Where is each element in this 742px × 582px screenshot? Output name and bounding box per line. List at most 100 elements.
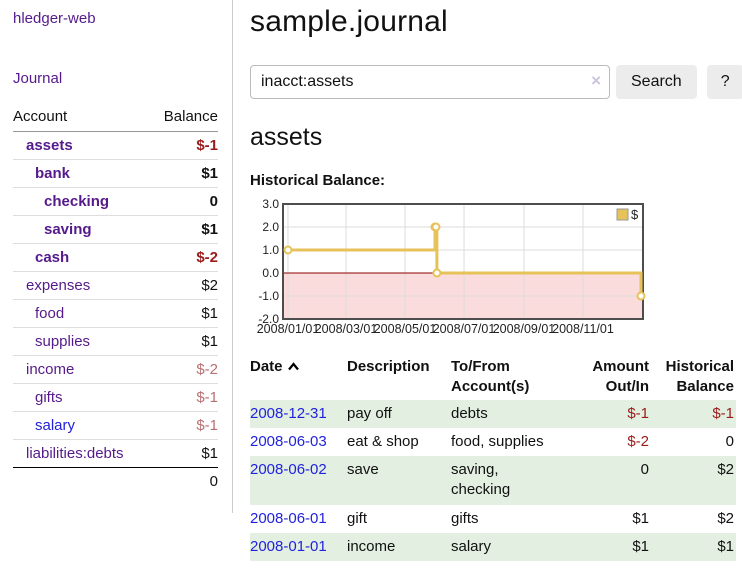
account-balance: $1 — [150, 159, 218, 188]
search-input[interactable] — [250, 65, 610, 99]
sidebar-account-link[interactable]: salary — [35, 417, 76, 434]
account-row: gifts $-1 — [13, 383, 218, 412]
transaction-amount: 0 — [640, 461, 649, 478]
transaction-date-link[interactable]: 2008-06-02 — [250, 461, 327, 478]
search-bar: × Search ? — [250, 65, 742, 99]
sidebar-account-link[interactable]: liabilities:debts — [26, 445, 124, 462]
transaction-date-link[interactable]: 2008-06-03 — [250, 432, 327, 450]
chart-border — [282, 203, 644, 320]
transaction-description: save — [347, 461, 379, 478]
sidebar-account-link[interactable]: food — [35, 305, 65, 322]
accounts-header-balance: Balance — [150, 104, 218, 132]
account-row: salary $-1 — [13, 411, 218, 440]
transaction-description: income — [347, 537, 396, 555]
transaction-accounts: debts — [451, 404, 488, 422]
transaction-amount: $1 — [632, 537, 649, 555]
chart-title: Historical Balance: — [250, 172, 386, 189]
sidebar-account-link[interactable]: income — [26, 361, 75, 378]
account-balance: $-1 — [196, 137, 218, 154]
account-row: liabilities:debts $1 — [13, 439, 218, 468]
svg-text:-2.0: -2.0 — [258, 312, 279, 326]
svg-text:2.0: 2.0 — [262, 220, 279, 234]
accounts-total-row: 0 — [13, 467, 218, 495]
register-row: 2008-06-02 save saving, checking 0 $2 — [250, 456, 736, 505]
account-balance: $2 — [150, 271, 218, 300]
brand-link[interactable]: hledger-web — [13, 10, 96, 27]
sidebar: hledger-web Journal Account Balance asse… — [0, 0, 233, 513]
account-balance: $1 — [150, 439, 218, 468]
transaction-balance: $1 — [717, 537, 734, 555]
register-row: 2008-06-01 gift gifts $1 $2 — [250, 505, 736, 533]
transaction-description: eat & shop — [347, 432, 419, 450]
sort-ascending-icon — [287, 362, 299, 371]
sidebar-account-link[interactable]: saving — [44, 221, 92, 238]
sidebar-item-journal[interactable]: Journal — [13, 70, 63, 87]
svg-text:1.0: 1.0 — [262, 243, 279, 257]
account-balance: $-1 — [150, 411, 218, 440]
column-header-accounts: To/From Account(s) — [451, 358, 530, 396]
account-row: supplies $1 — [13, 327, 218, 356]
transaction-date-link[interactable]: 2008-12-31 — [250, 404, 327, 422]
transaction-date-cell: 2008-06-01 — [250, 505, 347, 533]
transaction-date-cell: 2008-06-02 — [250, 456, 347, 505]
sidebar-account-link[interactable]: gifts — [35, 389, 63, 406]
help-button[interactable]: ? — [706, 65, 742, 99]
account-row: saving $1 — [13, 215, 218, 244]
chart-y-axis-labels: 3.0 2.0 1.0 0.0 -1.0 -2.0 — [258, 197, 279, 326]
transaction-balance: 0 — [725, 432, 734, 450]
register-row: 2008-12-31 pay off debts $-1 $-1 — [250, 399, 736, 428]
sidebar-account-link[interactable]: expenses — [26, 277, 91, 294]
chart-x-axis-labels: 2008/01/012008/03/012008/05/012008/07/01… — [257, 322, 614, 336]
page: hledger-web Journal Account Balance asse… — [0, 0, 742, 561]
transaction-date-link[interactable]: 2008-06-01 — [250, 509, 327, 527]
transaction-date-cell: 2008-06-03 — [250, 428, 347, 456]
sidebar-account-link[interactable]: assets — [26, 137, 73, 154]
transaction-amount: $1 — [632, 509, 649, 527]
search-input-wrapper: × — [250, 65, 610, 99]
account-row: income $-2 — [13, 355, 218, 384]
account-balance: $1 — [150, 327, 218, 356]
sidebar-account-link[interactable]: checking — [44, 193, 110, 210]
sidebar-account-link[interactable]: bank — [35, 165, 71, 182]
account-balance: $1 — [150, 299, 218, 328]
account-row: expenses $2 — [13, 271, 218, 300]
transaction-date-cell: 2008-01-01 — [250, 533, 347, 561]
chart-data-markers — [283, 222, 646, 301]
historical-balance-chart: $ 3.0 2.0 1.0 0.0 -1.0 -2.0 2008/01/012008/03… — [257, 197, 646, 336]
account-balance: 0 — [150, 187, 218, 216]
register-header-row: Date Description To/From Account(s) Amou… — [250, 355, 736, 400]
svg-text:0.0: 0.0 — [262, 266, 279, 280]
column-header-description: Description — [347, 358, 430, 375]
transaction-amount: $-1 — [627, 404, 649, 422]
accounts-header-account: Account — [13, 104, 151, 132]
account-row: checking 0 — [13, 187, 218, 216]
transaction-accounts: saving, checking — [451, 461, 511, 499]
column-header-amount: Amount Out/In — [592, 358, 649, 396]
register-row: 2008-01-01 income salary $1 $1 — [250, 532, 736, 561]
svg-text:2008/07/01: 2008/07/01 — [433, 322, 496, 336]
transaction-amount: $-2 — [627, 432, 649, 450]
transaction-description: pay off — [347, 404, 392, 422]
clear-search-icon[interactable]: × — [591, 71, 601, 90]
account-row: assets $-1 — [13, 132, 218, 160]
transaction-balance: $2 — [717, 461, 734, 478]
column-header-date[interactable]: Date — [250, 355, 347, 400]
account-balance: $1 — [150, 215, 218, 244]
svg-text:2008/03/01: 2008/03/01 — [315, 322, 378, 336]
sidebar-account-link[interactable]: supplies — [35, 333, 91, 350]
transaction-date-link[interactable]: 2008-01-01 — [250, 537, 327, 555]
svg-text:2008/11/01: 2008/11/01 — [552, 322, 614, 336]
account-balance: $-1 — [150, 383, 218, 412]
account-page-title: assets — [250, 123, 323, 151]
accounts-total-value: 0 — [150, 467, 218, 495]
svg-text:2008/05/01: 2008/05/01 — [374, 322, 437, 336]
search-button[interactable]: Search — [616, 65, 697, 99]
account-balance: $-2 — [150, 355, 218, 384]
transaction-balance: $2 — [717, 509, 734, 527]
transaction-accounts: gifts — [451, 509, 479, 527]
legend-label: $ — [631, 207, 639, 222]
sidebar-account-link[interactable]: cash — [35, 249, 70, 266]
register-table: Date Description To/From Account(s) Amou… — [250, 355, 736, 561]
svg-text:3.0: 3.0 — [262, 197, 279, 211]
transaction-balance: $-1 — [712, 404, 734, 422]
